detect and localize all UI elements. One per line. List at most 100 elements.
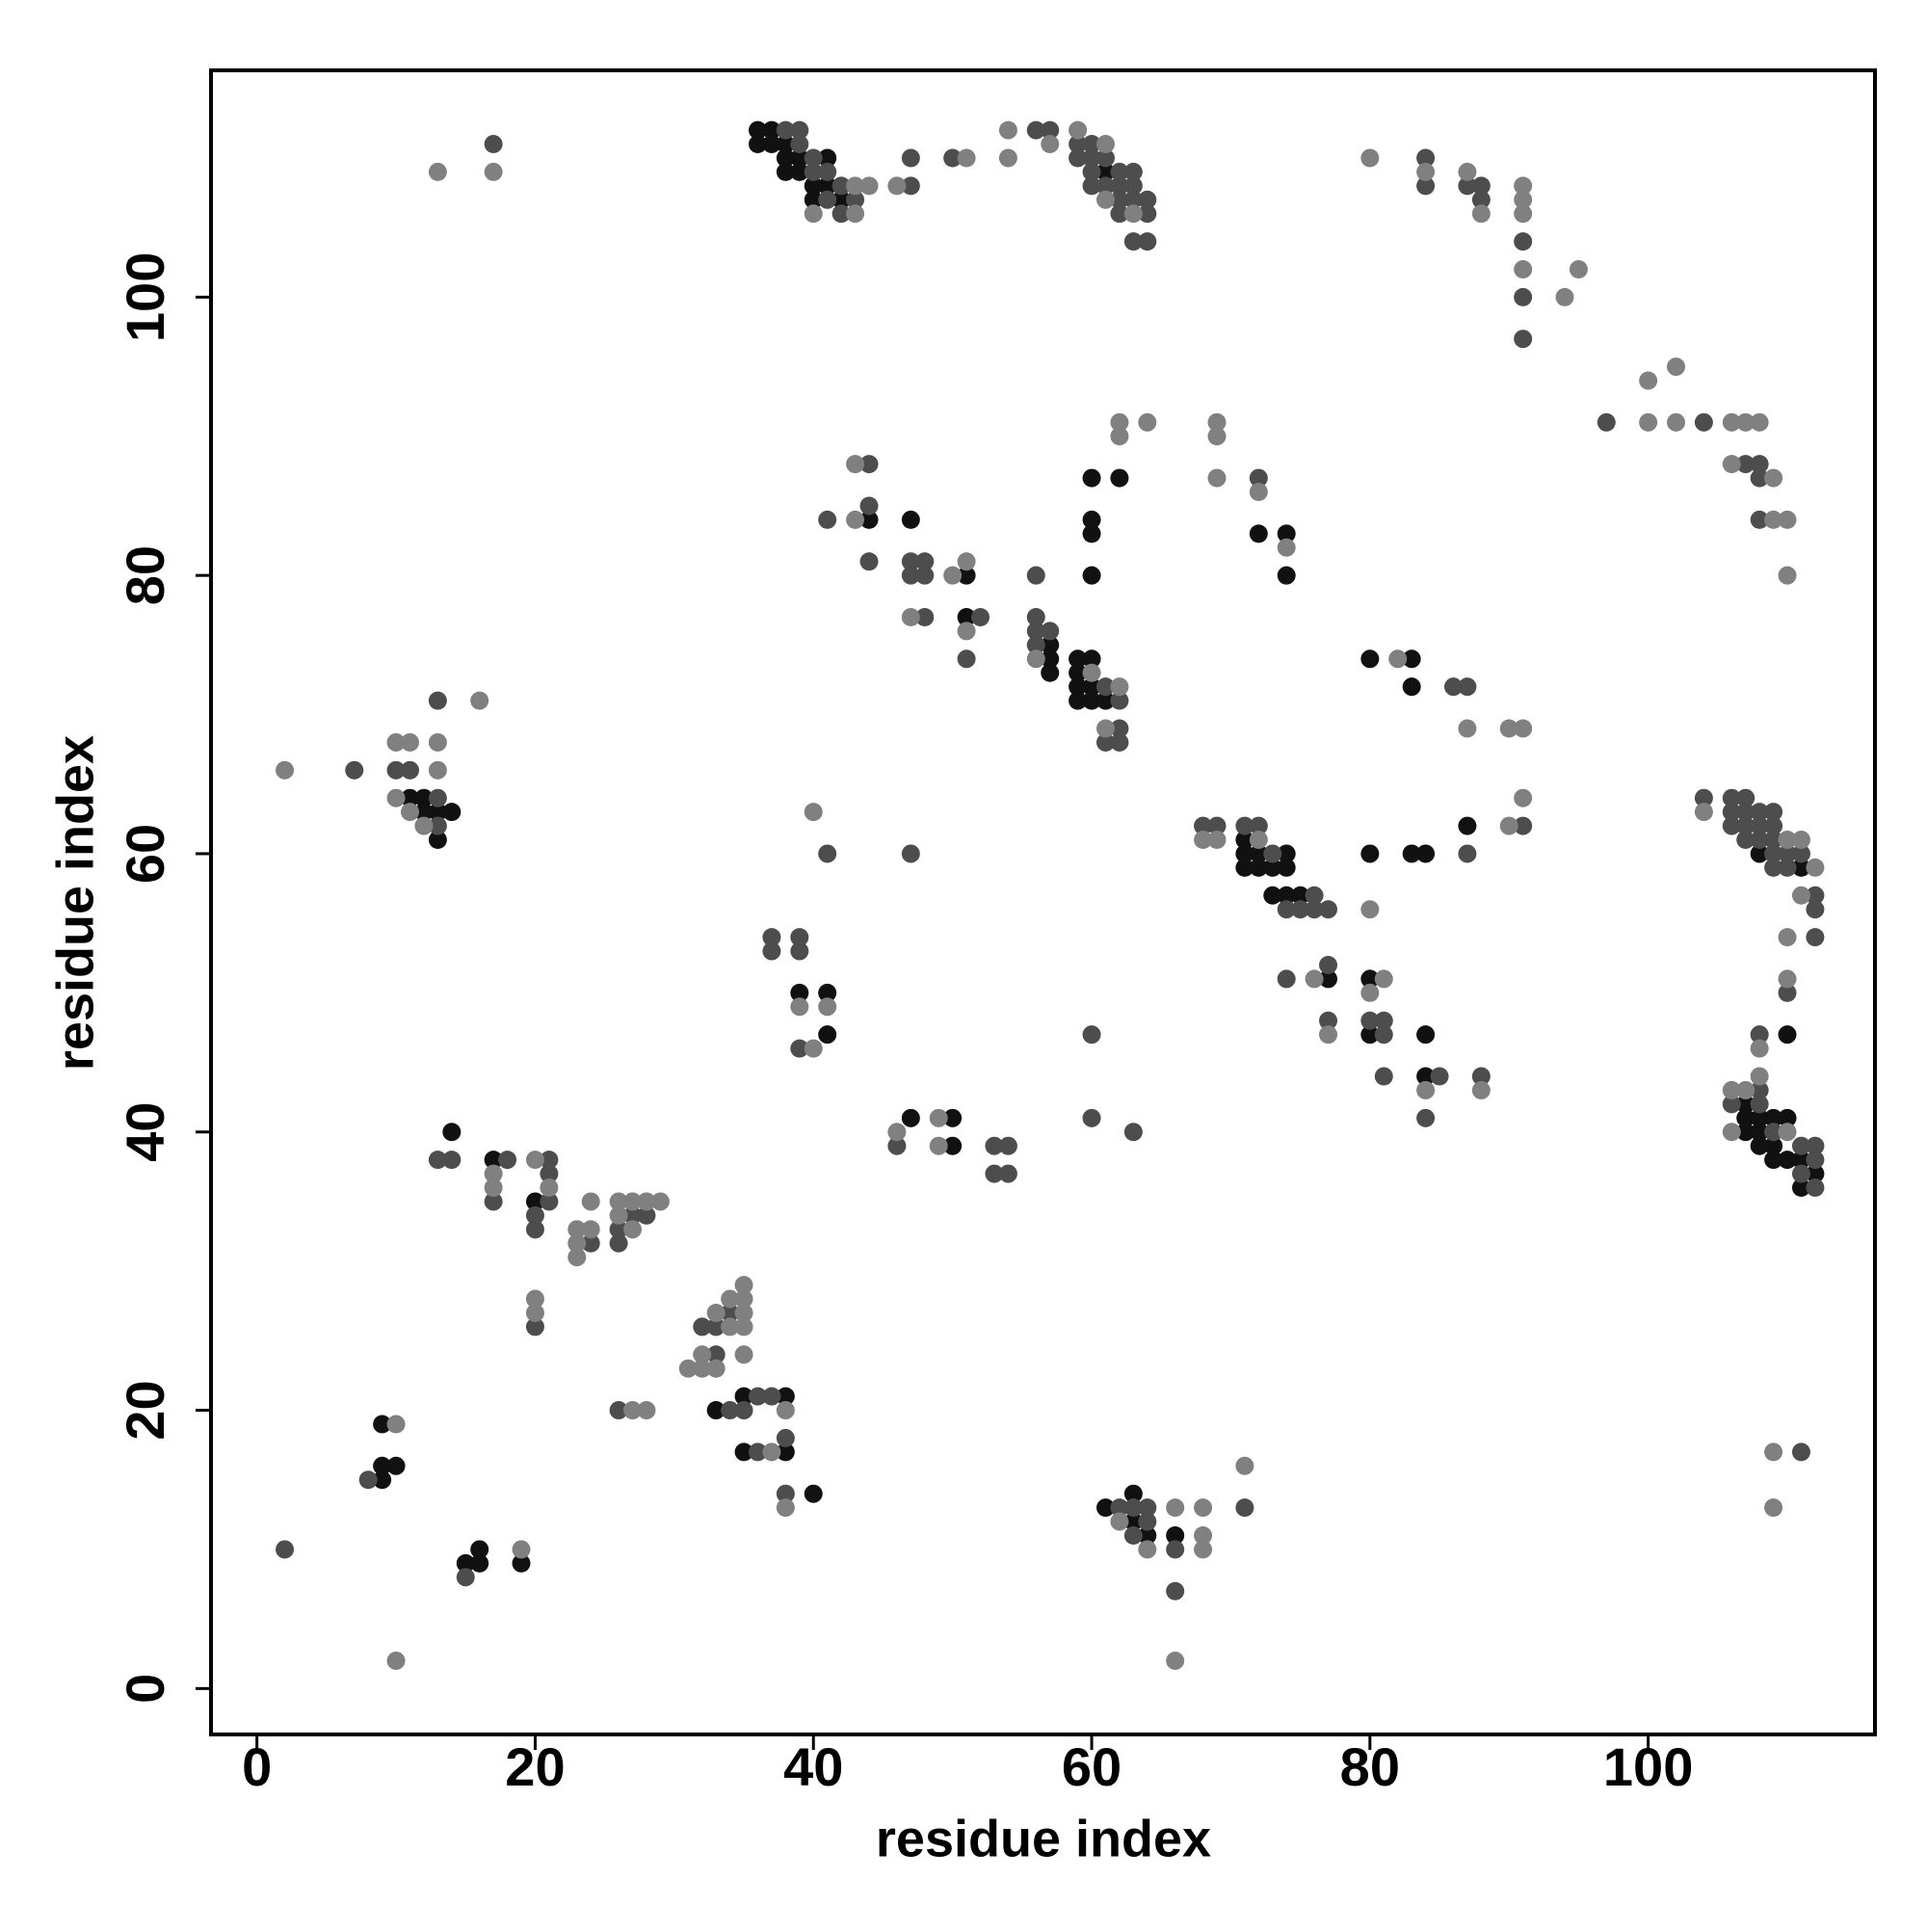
- point: [1138, 1540, 1157, 1559]
- point: [1138, 1526, 1157, 1546]
- point: [428, 803, 447, 822]
- point: [1778, 969, 1797, 989]
- point: [998, 120, 1017, 140]
- point: [1235, 844, 1254, 863]
- point: [525, 1205, 544, 1225]
- point: [1235, 831, 1254, 850]
- point: [818, 176, 837, 196]
- point: [762, 120, 781, 140]
- point: [1026, 566, 1045, 585]
- point: [1764, 510, 1783, 529]
- point: [1207, 831, 1227, 850]
- point: [1416, 1080, 1436, 1099]
- point: [1166, 1526, 1185, 1546]
- point: [428, 1151, 447, 1170]
- point: [1291, 886, 1310, 905]
- point: [1416, 148, 1436, 168]
- point: [818, 983, 837, 1002]
- point: [1235, 1498, 1254, 1518]
- point: [1138, 204, 1157, 224]
- point: [484, 135, 503, 154]
- point: [1639, 371, 1658, 390]
- point: [1778, 510, 1797, 529]
- point: [428, 732, 447, 752]
- point: [484, 1178, 503, 1198]
- point: [1694, 412, 1713, 432]
- point: [1778, 844, 1797, 863]
- point: [1499, 816, 1518, 835]
- point: [706, 1345, 726, 1364]
- point: [1806, 928, 1825, 947]
- point: [1026, 607, 1045, 626]
- point: [985, 1136, 1004, 1155]
- point: [1374, 1011, 1393, 1030]
- point: [1069, 120, 1088, 140]
- point: [846, 204, 865, 224]
- point: [1778, 1108, 1797, 1127]
- point: [1374, 1067, 1393, 1086]
- point: [846, 190, 865, 209]
- point: [1750, 455, 1769, 474]
- point: [1514, 204, 1533, 224]
- point: [1416, 1067, 1436, 1086]
- point: [637, 1192, 656, 1211]
- point: [1471, 190, 1491, 209]
- point: [859, 552, 879, 571]
- point: [721, 1401, 740, 1420]
- point: [1110, 677, 1129, 697]
- point: [1319, 1025, 1338, 1045]
- point: [985, 1164, 1004, 1183]
- point: [1791, 1151, 1810, 1170]
- point: [1360, 900, 1380, 919]
- point: [1791, 844, 1810, 863]
- point: [1123, 1123, 1143, 1142]
- point: [1249, 468, 1268, 488]
- point: [400, 803, 419, 822]
- point: [1095, 1498, 1115, 1518]
- point: [957, 566, 976, 585]
- point: [540, 1192, 559, 1211]
- point: [1123, 1512, 1143, 1531]
- point: [1416, 162, 1436, 181]
- x-tick-label: 100: [1603, 1736, 1693, 1797]
- point: [1736, 1080, 1755, 1099]
- point: [525, 1303, 544, 1322]
- point: [734, 1303, 753, 1322]
- point: [1388, 649, 1408, 669]
- point: [832, 204, 851, 224]
- point: [804, 1484, 823, 1503]
- point: [734, 1289, 753, 1309]
- point: [1249, 844, 1268, 863]
- point: [1026, 120, 1045, 140]
- point: [818, 148, 837, 168]
- point: [1123, 162, 1143, 181]
- point: [901, 844, 920, 863]
- point: [1291, 900, 1310, 919]
- point: [998, 148, 1017, 168]
- point: [1166, 1540, 1185, 1559]
- point: [1750, 1108, 1769, 1127]
- point: [386, 788, 406, 807]
- point: [790, 983, 809, 1002]
- point: [414, 816, 434, 835]
- point: [1514, 287, 1533, 306]
- point: [1123, 1498, 1143, 1518]
- point: [1095, 190, 1115, 209]
- point: [887, 176, 907, 196]
- point: [1069, 148, 1088, 168]
- point: [1764, 1136, 1783, 1155]
- point: [442, 803, 462, 822]
- point: [1736, 803, 1755, 822]
- point: [1514, 788, 1533, 807]
- point: [1778, 1151, 1797, 1170]
- point: [1750, 468, 1769, 488]
- point: [1123, 204, 1143, 224]
- point: [1416, 844, 1436, 863]
- point: [470, 1540, 489, 1559]
- point: [428, 760, 447, 780]
- point: [1041, 635, 1060, 654]
- point: [1360, 969, 1380, 989]
- point: [1110, 691, 1129, 710]
- x-tick-label: 40: [783, 1736, 843, 1797]
- point: [1416, 1108, 1436, 1127]
